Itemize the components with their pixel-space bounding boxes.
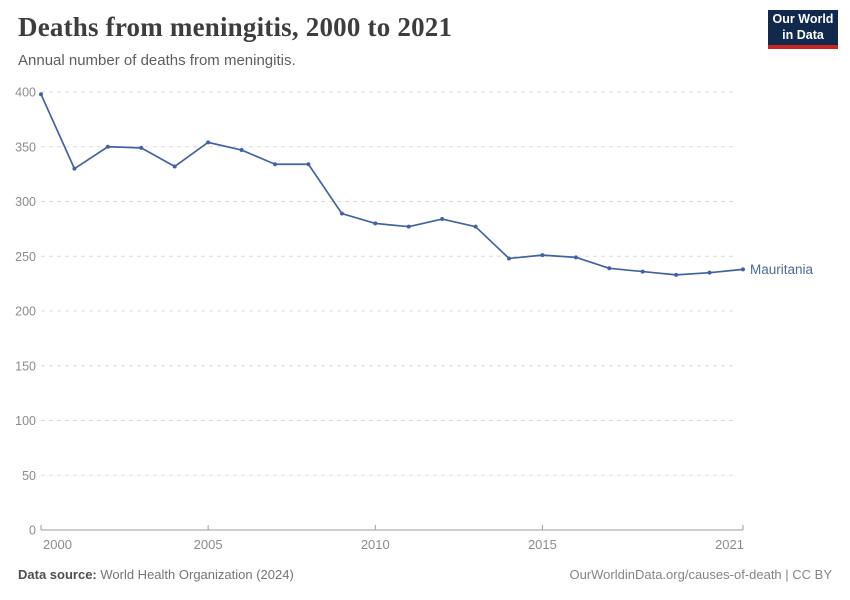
svg-text:2021: 2021 [715,537,744,552]
owid-logo-line2: in Data [782,27,824,42]
owid-logo-line1: Our World [772,11,834,26]
svg-text:100: 100 [15,414,36,428]
data-source-value: World Health Organization (2024) [96,567,294,582]
page-title: Deaths from meningitis, 2000 to 2021 [18,12,453,42]
data-source-label: Data source: [18,567,97,582]
svg-text:2010: 2010 [361,537,390,552]
svg-text:400: 400 [15,86,36,100]
chart-subtitle: Annual number of deaths from meningitis. [18,52,296,69]
svg-text:200: 200 [15,305,36,319]
svg-text:350: 350 [15,140,36,154]
svg-text:50: 50 [22,469,36,483]
owid-logo: Our World in Data [768,10,838,49]
data-source: Data source: World Health Organization (… [18,567,294,582]
svg-text:2005: 2005 [194,537,223,552]
svg-text:300: 300 [15,195,36,209]
credit-link[interactable]: OurWorldinData.org/causes-of-death | CC … [569,567,832,582]
chart-footer: Data source: World Health Organization (… [18,567,832,582]
svg-text:250: 250 [15,250,36,264]
svg-text:0: 0 [29,524,36,538]
svg-text:2015: 2015 [528,537,557,552]
svg-text:150: 150 [15,359,36,373]
svg-text:2000: 2000 [43,537,72,552]
series-label[interactable]: Mauritania [750,262,814,277]
